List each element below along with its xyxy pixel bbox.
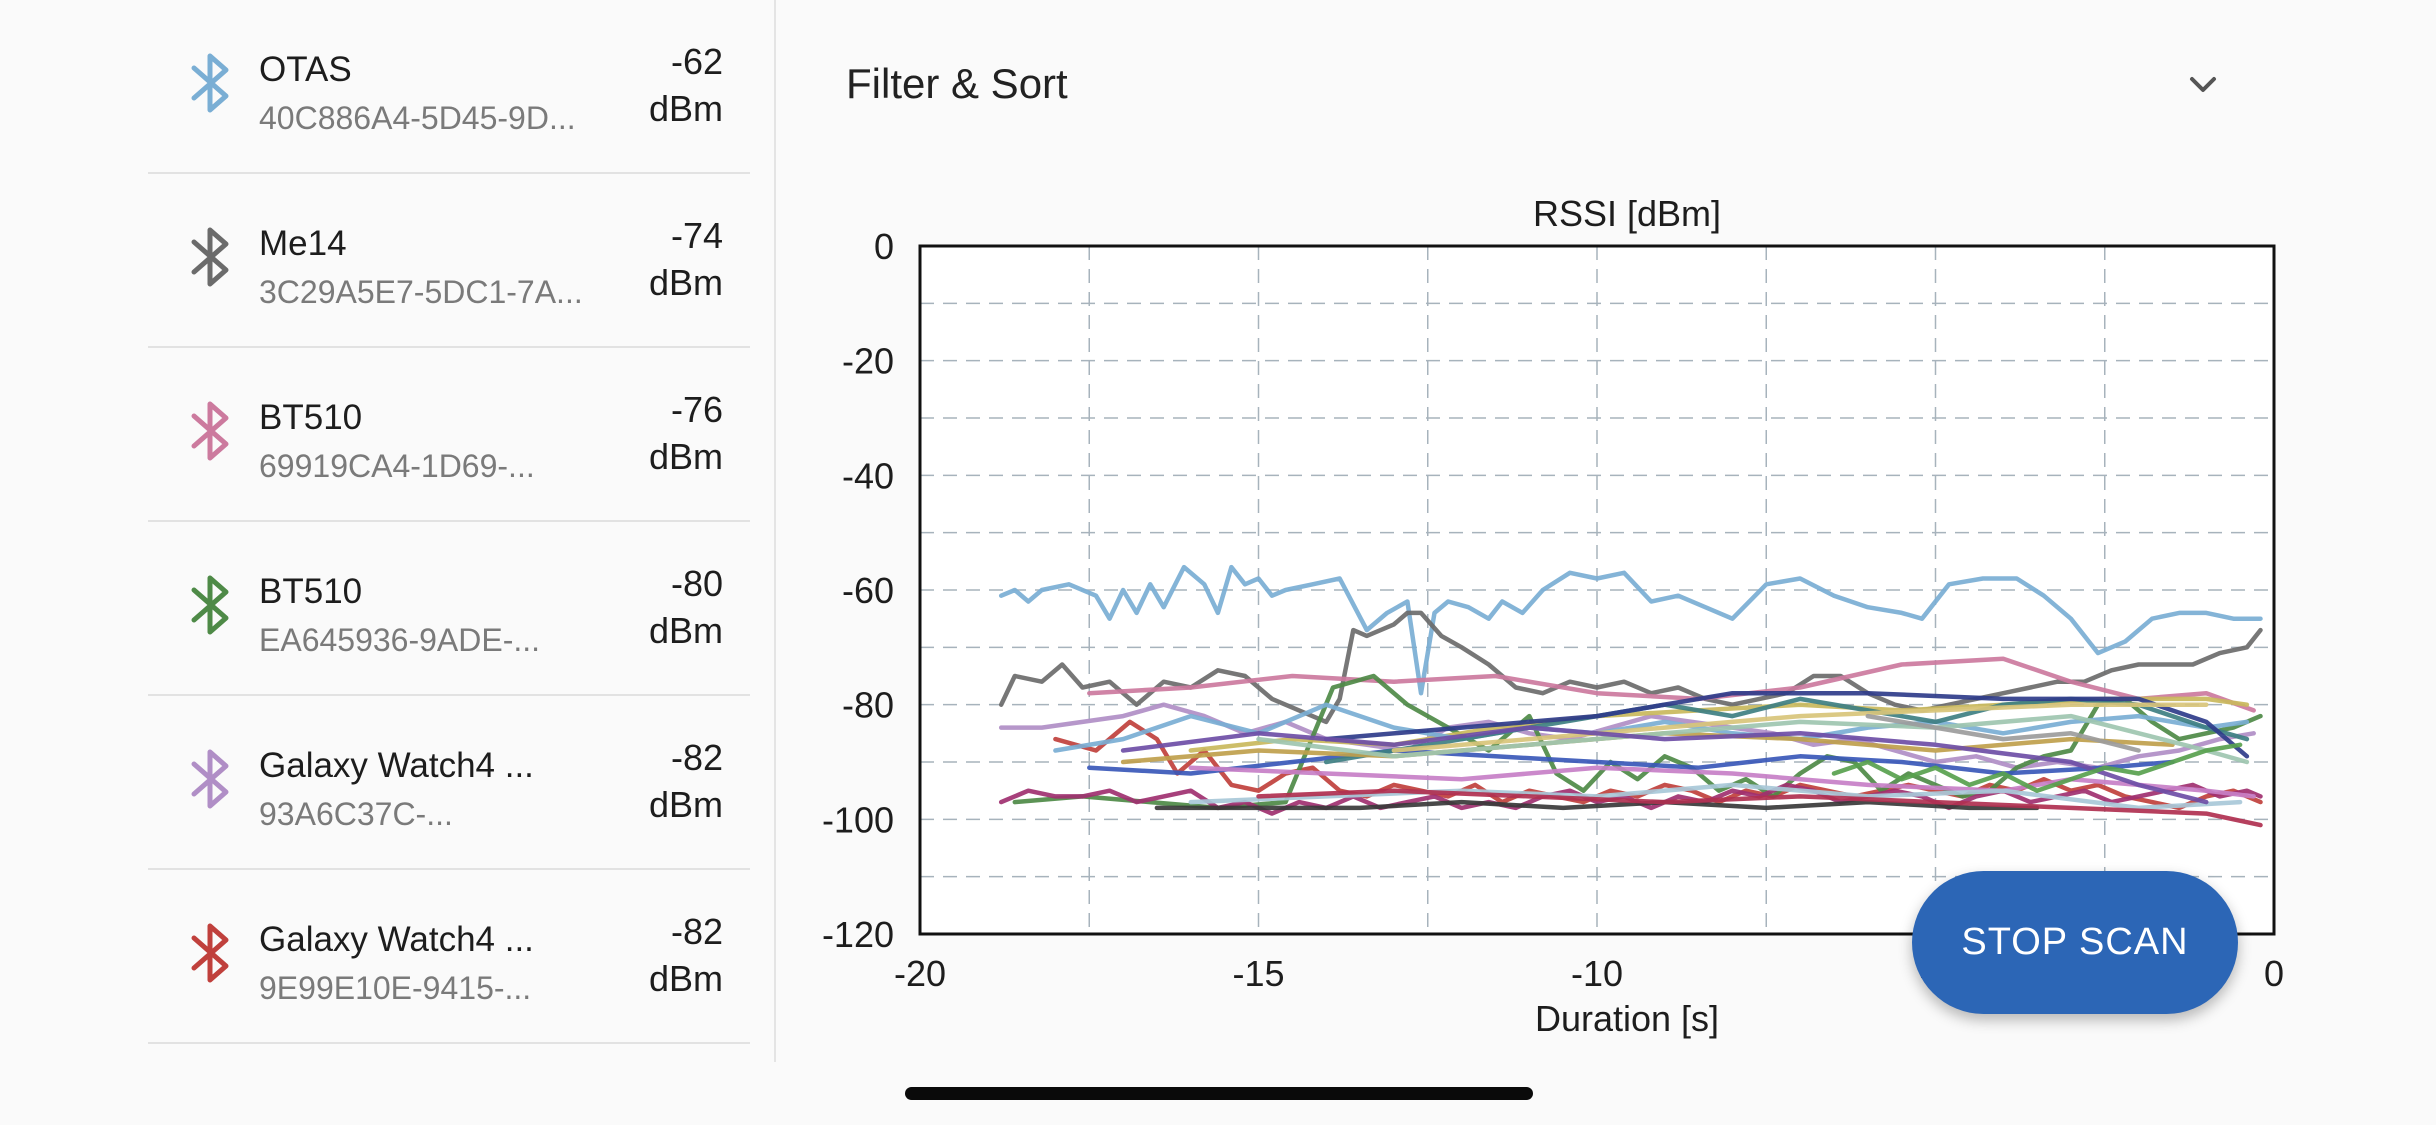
bluetooth-icon	[191, 401, 229, 461]
series-line-2	[998, 610, 2263, 725]
device-list-item[interactable]: Galaxy Watch4 ... 9E99E10E-9415-... -82 dBm	[148, 870, 750, 1044]
y-tick-label: -80	[842, 685, 894, 726]
rssi-unit: dBm	[648, 436, 723, 477]
device-name: BT510	[259, 572, 363, 611]
chevron-down-icon[interactable]	[2178, 60, 2228, 110]
device-rssi: -82 dBm	[649, 908, 723, 1002]
rssi-value: -82	[670, 737, 723, 778]
y-tick-label: -40	[842, 455, 894, 496]
device-rssi: -76 dBm	[649, 386, 723, 480]
device-name: Me14	[259, 224, 347, 263]
device-name: Galaxy Watch4 ...	[259, 746, 534, 785]
device-rssi: -80 dBm	[649, 560, 723, 654]
series-line-16	[1154, 799, 2040, 811]
x-tick-label: 0	[2264, 953, 2284, 994]
y-tick-label: 0	[874, 226, 894, 267]
series-line-11	[1323, 690, 2250, 759]
series-line-18	[1188, 782, 2243, 811]
bluetooth-icon	[191, 227, 229, 287]
bluetooth-icon	[191, 749, 229, 809]
device-id: EA645936-9ADE-...	[259, 622, 541, 658]
series-line-22	[1831, 742, 2243, 793]
rssi-unit: dBm	[648, 610, 723, 651]
bluetooth-icon	[191, 575, 229, 635]
x-axis-label: Duration [s]	[1535, 998, 1719, 1039]
device-rssi: -82 dBm	[649, 734, 723, 828]
rssi-unit: dBm	[648, 958, 723, 999]
device-name: OTAS	[259, 50, 352, 89]
device-list: OTAS 40C886A4-5D45-9D... -62 dBm Me14 3C29A5E…	[0, 0, 776, 1062]
series-line-17	[1188, 765, 2256, 799]
device-list-item[interactable]: BT510 EA645936-9ADE-... -80 dBm	[148, 522, 750, 696]
plot-border	[918, 244, 2276, 936]
device-id: 69919CA4-1D69-...	[259, 448, 535, 484]
device-rssi: -74 dBm	[649, 212, 723, 306]
series-line-21	[1865, 713, 2141, 753]
series-line-1	[998, 564, 2263, 696]
rssi-chart: 0-20-40-60-80-100-120-20-15-10-50RSSI [d…	[822, 193, 2284, 1039]
rssi-value: -82	[670, 911, 723, 952]
rssi-value: -80	[670, 563, 723, 604]
x-tick-label: -15	[1232, 953, 1284, 994]
device-rssi: -62 dBm	[649, 38, 723, 132]
device-list-item[interactable]: Me14 3C29A5E7-5DC1-7A... -74 dBm	[148, 174, 750, 348]
device-list-item[interactable]: Galaxy Watch4 ... 93A6C37C-... -82 dBm	[148, 696, 750, 870]
rssi-value: -74	[670, 215, 723, 256]
rssi-value: -76	[670, 389, 723, 430]
x-tick-label: -20	[894, 953, 946, 994]
rssi-value: -62	[670, 41, 723, 82]
stop-scan-button[interactable]: STOP SCAN	[1912, 871, 2238, 1014]
rssi-unit: dBm	[648, 784, 723, 825]
series-line-14	[1391, 702, 2209, 753]
bluetooth-icon	[191, 53, 229, 113]
bluetooth-icon	[191, 923, 229, 983]
device-id: 3C29A5E7-5DC1-7A...	[259, 274, 583, 310]
device-name: Galaxy Watch4 ...	[259, 920, 534, 959]
series-line-19	[1256, 788, 2263, 828]
series-line-20	[1120, 725, 2209, 805]
device-name: BT510	[259, 398, 363, 437]
home-indicator	[905, 1087, 1533, 1100]
y-tick-label: -100	[822, 799, 894, 840]
y-tick-label: -60	[842, 570, 894, 611]
main-panel: Filter & Sort	[776, 0, 2436, 1125]
series-line-7	[1087, 748, 2175, 776]
device-id: 93A6C37C-...	[259, 796, 453, 832]
chart-title: RSSI [dBm]	[1533, 193, 1721, 234]
rssi-unit: dBm	[648, 88, 723, 129]
y-tick-label: -20	[842, 341, 894, 382]
series-line-5	[1053, 719, 2263, 811]
device-list-item[interactable]: OTAS 40C886A4-5D45-9D... -62 dBm	[148, 0, 750, 174]
series-line-13	[1256, 713, 2250, 765]
device-id: 9E99E10E-9415-...	[259, 970, 532, 1006]
device-list-item[interactable]: BT510 69919CA4-1D69-... -76 dBm	[148, 348, 750, 522]
y-tick-label: -120	[822, 914, 894, 955]
filter-sort-title: Filter & Sort	[846, 60, 1068, 107]
filter-sort-bar[interactable]: Filter & Sort	[776, 30, 2236, 140]
rssi-unit: dBm	[648, 262, 723, 303]
x-tick-label: -10	[1571, 953, 1623, 994]
device-id: 40C886A4-5D45-9D...	[259, 100, 576, 136]
